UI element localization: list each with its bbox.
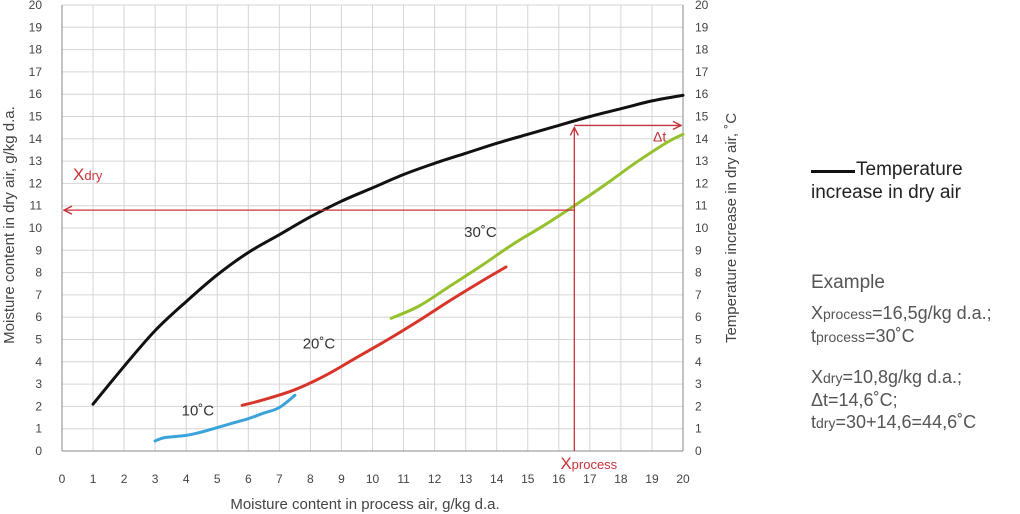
y-tick-label-left: 18	[29, 43, 43, 57]
legend-label-line2: increase in dry air	[811, 182, 961, 203]
x-tick-label: 8	[307, 472, 314, 486]
legend-line-swatch	[811, 170, 855, 173]
y-tick-label-left: 11	[30, 199, 43, 213]
example-t-dry: tdry=30+14,6=44,6˚C	[811, 412, 977, 432]
series-label: 20˚C	[303, 335, 336, 352]
example-t-process: tprocess=30˚C	[811, 326, 915, 346]
y-tick-label-right: 4	[695, 355, 702, 369]
x-tick-label: 2	[121, 472, 128, 486]
y-tick-label-left: 13	[29, 154, 43, 168]
legend: Temperature increase in dry air	[811, 158, 1016, 204]
y-tick-label-right: 14	[695, 132, 709, 146]
series-line-temperature-increase-in-dry-air	[91, 93, 685, 406]
y-tick-label-left: 20	[29, 0, 43, 12]
x-tick-label: 17	[583, 472, 597, 486]
x-tick-label: 19	[645, 472, 659, 486]
example-box: Example Xprocess=16,5g/kg d.a.; tprocess…	[811, 272, 1020, 434]
y-tick-label-right: 12	[695, 176, 709, 190]
y-tick-label-right: 1	[695, 422, 702, 436]
y-tick-label-right: 6	[695, 310, 702, 324]
series-label: 30˚C	[464, 224, 497, 241]
series-line-30-c	[389, 132, 685, 320]
y-axis-title-right: Temperature increase in dry air, ˚C	[723, 113, 740, 343]
x-tick-label: 20	[676, 472, 690, 486]
delta-t-label: Δt	[653, 128, 666, 144]
y-tick-label-left: 9	[35, 243, 42, 257]
y-tick-label-right: 18	[695, 43, 709, 57]
y-tick-label-right: 7	[695, 288, 702, 302]
y-axis-title-left: Moisture content in dry air, g/kg d.a.	[1, 106, 18, 344]
side-panel: Temperature increase in dry air Example …	[811, 0, 1020, 514]
series-label: 10˚C	[182, 402, 215, 419]
y-tick-label-right: 9	[695, 243, 702, 257]
y-tick-label-left: 8	[35, 266, 42, 280]
x-tick-label: 6	[245, 472, 252, 486]
y-tick-label-right: 13	[695, 154, 709, 168]
x-tick-label: 1	[90, 472, 97, 486]
y-tick-label-left: 19	[29, 20, 43, 34]
y-tick-label-right: 15	[695, 110, 709, 124]
x-tick-label: 13	[459, 472, 473, 486]
y-tick-label-right: 16	[695, 87, 709, 101]
series-line-20-c	[240, 265, 508, 407]
x-tick-label: 7	[276, 472, 283, 486]
chart-area: 0 0 1 1 2 2 3 3 4 4 5 5 6 6 7 7 8 8 9 9 10 10 11 11 12 12 13 13 14 14…	[1, 0, 740, 513]
y-tick-label-right: 19	[695, 20, 709, 34]
x-tick-label: 12	[428, 472, 442, 486]
x-tick-label: 9	[338, 472, 345, 486]
y-tick-label-right: 0	[695, 444, 702, 458]
y-tick-label-left: 15	[29, 110, 43, 124]
x-tick-label: 18	[614, 472, 628, 486]
y-tick-label-left: 12	[29, 176, 43, 190]
y-tick-label-right: 11	[695, 199, 708, 213]
y-tick-label-left: 0	[35, 444, 42, 458]
y-tick-label-left: 4	[35, 355, 42, 369]
y-tick-label-left: 7	[35, 288, 42, 302]
y-tick-label-left: 10	[29, 221, 43, 235]
example-x-process: Xprocess=16,5g/kg d.a.;	[811, 303, 992, 323]
x-tick-label: 5	[214, 472, 221, 486]
x-tick-label: 11	[397, 472, 410, 486]
x-tick-label: 14	[490, 472, 504, 486]
y-tick-label-left: 14	[29, 132, 43, 146]
y-tick-label-left: 5	[35, 333, 42, 347]
y-tick-label-left: 6	[35, 310, 42, 324]
x-tick-label: 0	[59, 472, 66, 486]
y-tick-label-left: 2	[35, 399, 42, 413]
x-tick-label: 4	[183, 472, 190, 486]
y-tick-label-left: 1	[35, 422, 42, 436]
x-tick-label: 16	[552, 472, 566, 486]
y-tick-label-left: 16	[29, 87, 43, 101]
x-dry-label: Xdry	[73, 165, 103, 184]
legend-label: Temperature increase in dry air	[811, 158, 963, 204]
y-tick-label-right: 3	[695, 377, 702, 391]
x-tick-label: 15	[521, 472, 535, 486]
y-tick-label-left: 3	[35, 377, 42, 391]
y-tick-label-right: 17	[695, 65, 709, 79]
series-line-10-c	[153, 393, 297, 443]
x-axis-title: Moisture content in process air, g/kg d.…	[230, 496, 499, 513]
example-title: Example	[811, 272, 885, 293]
y-tick-label-left: 17	[29, 65, 43, 79]
example-x-dry: Xdry=10,8g/kg d.a.;	[811, 367, 963, 387]
example-delta-t: Δt=14,6˚C;	[811, 390, 898, 410]
legend-label-line1: Temperature	[856, 159, 963, 180]
x-tick-label: 3	[152, 472, 159, 486]
y-tick-label-right: 8	[695, 266, 702, 280]
x-process-label: Xprocess	[560, 454, 617, 473]
y-tick-label-right: 10	[695, 221, 709, 235]
y-tick-label-right: 20	[695, 0, 709, 12]
x-tick-label: 10	[366, 472, 380, 486]
y-tick-label-right: 2	[695, 399, 702, 413]
y-tick-label-right: 5	[695, 333, 702, 347]
